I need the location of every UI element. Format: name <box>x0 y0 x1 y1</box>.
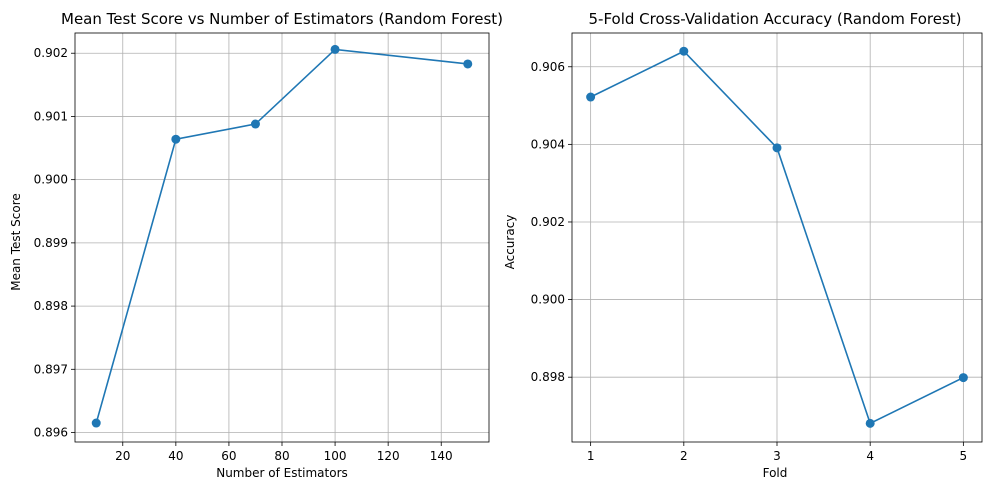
y-tick-label: 0.898 <box>34 299 68 313</box>
y-axis-label: Accuracy <box>503 215 517 270</box>
data-point <box>586 92 596 102</box>
y-tick-label: 0.904 <box>531 137 565 151</box>
chart-estimators: Mean Test Score vs Number of Estimators … <box>9 10 503 480</box>
chart-cross-validation: 5-Fold Cross-Validation Accuracy (Random… <box>503 10 983 480</box>
y-tick-label: 0.896 <box>34 426 68 440</box>
y-tick-label: 0.901 <box>34 109 68 123</box>
data-point <box>679 46 689 56</box>
chart-title: 5-Fold Cross-Validation Accuracy (Random… <box>588 10 961 28</box>
chart-title: Mean Test Score vs Number of Estimators … <box>61 10 503 28</box>
data-point <box>250 119 260 129</box>
x-axis-label: Number of Estimators <box>216 466 348 480</box>
y-tick-label: 0.900 <box>531 293 565 307</box>
x-tick-label: 100 <box>324 449 347 463</box>
data-point <box>463 59 473 69</box>
x-tick-label: 60 <box>221 449 236 463</box>
data-point <box>865 418 875 428</box>
x-tick-label: 2 <box>680 449 688 463</box>
y-tick-label: 0.900 <box>34 173 68 187</box>
data-point <box>772 143 782 153</box>
y-tick-label: 0.902 <box>531 215 565 229</box>
x-tick-label: 120 <box>377 449 400 463</box>
x-axis-label: Fold <box>763 466 788 480</box>
x-tick-label: 4 <box>866 449 874 463</box>
y-tick-label: 0.899 <box>34 236 68 250</box>
data-point <box>171 134 181 144</box>
x-tick-label: 20 <box>115 449 130 463</box>
y-axis-label: Mean Test Score <box>9 193 23 291</box>
data-point <box>330 44 340 54</box>
x-tick-label: 1 <box>587 449 595 463</box>
x-tick-label: 5 <box>960 449 968 463</box>
y-tick-label: 0.898 <box>531 370 565 384</box>
x-tick-label: 3 <box>773 449 781 463</box>
x-tick-label: 80 <box>274 449 289 463</box>
x-tick-label: 40 <box>168 449 183 463</box>
y-tick-label: 0.906 <box>531 60 565 74</box>
data-point <box>91 418 101 428</box>
x-tick-label: 140 <box>430 449 453 463</box>
data-point <box>958 373 968 383</box>
y-tick-label: 0.902 <box>34 46 68 60</box>
y-tick-label: 0.897 <box>34 362 68 376</box>
